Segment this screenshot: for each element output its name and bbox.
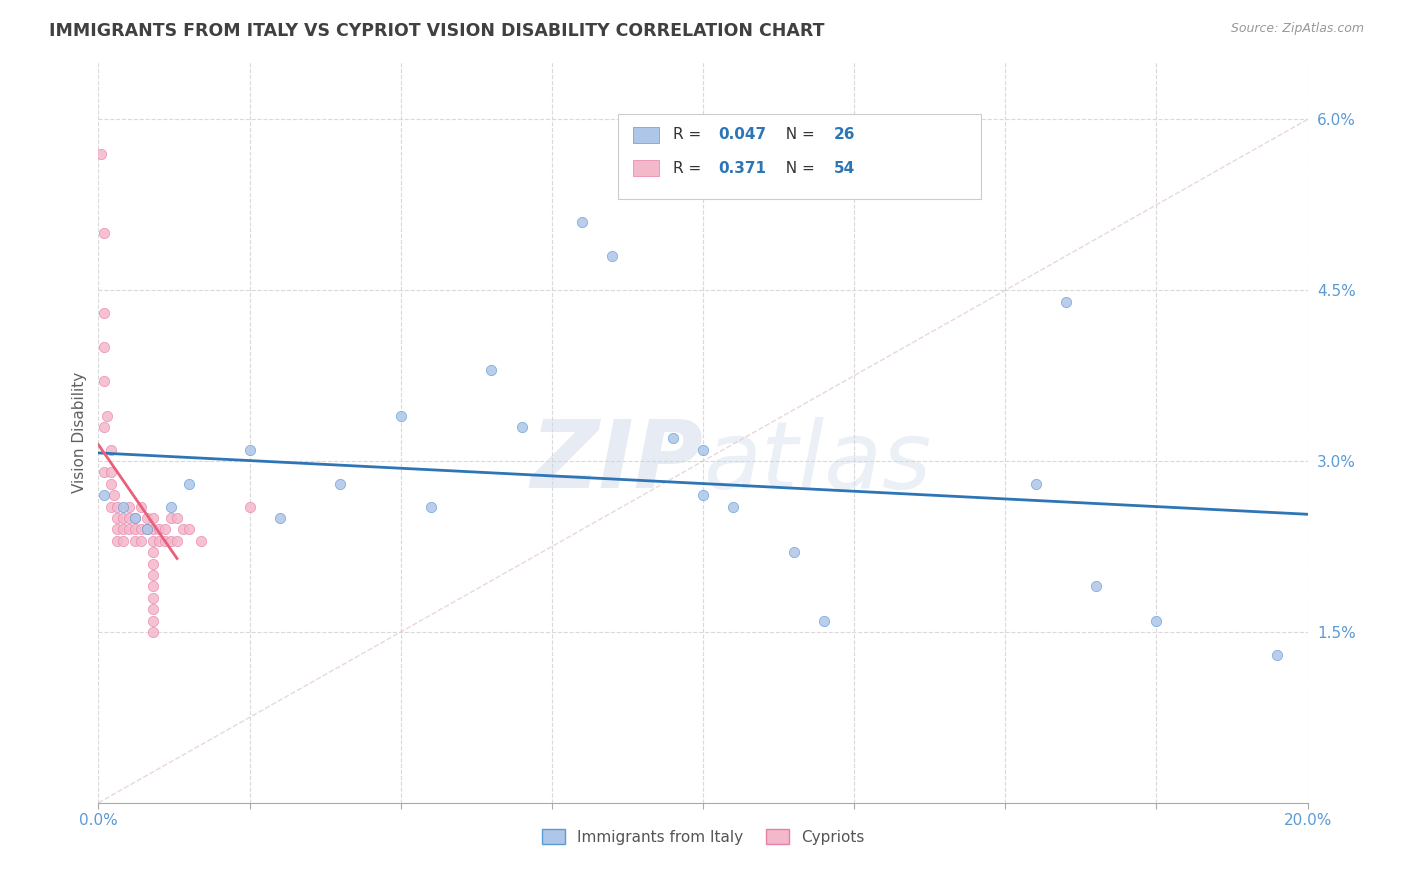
Point xyxy=(93,227,115,241)
Point xyxy=(135,523,157,537)
Point xyxy=(142,624,165,639)
Point xyxy=(420,500,443,514)
Point xyxy=(135,523,157,537)
Point xyxy=(190,533,212,548)
Point xyxy=(93,340,115,354)
Point xyxy=(179,476,201,491)
Point xyxy=(96,409,118,423)
Point xyxy=(153,523,176,537)
Point xyxy=(124,533,146,548)
Point xyxy=(510,420,533,434)
FancyBboxPatch shape xyxy=(633,161,659,177)
Point xyxy=(389,409,412,423)
Text: R =: R = xyxy=(672,128,706,143)
FancyBboxPatch shape xyxy=(633,127,659,143)
Point xyxy=(166,511,188,525)
Text: ZIP: ZIP xyxy=(530,417,703,508)
Point xyxy=(93,488,115,502)
Point xyxy=(602,249,624,263)
Point xyxy=(142,511,165,525)
Text: atlas: atlas xyxy=(703,417,931,508)
Point xyxy=(105,523,128,537)
Point xyxy=(723,500,745,514)
Text: R =: R = xyxy=(672,161,711,176)
Point xyxy=(1144,614,1167,628)
Point xyxy=(172,523,194,537)
Point xyxy=(142,557,165,571)
Point xyxy=(153,533,176,548)
Point xyxy=(329,476,352,491)
Point xyxy=(93,420,115,434)
Point xyxy=(142,545,165,559)
Point xyxy=(93,466,115,480)
Point xyxy=(111,523,134,537)
Point xyxy=(1054,294,1077,309)
Point xyxy=(124,511,146,525)
Text: N =: N = xyxy=(776,161,820,176)
Point xyxy=(239,500,262,514)
Point xyxy=(93,375,115,389)
Point xyxy=(166,533,188,548)
Point xyxy=(783,545,806,559)
Point xyxy=(813,614,835,628)
FancyBboxPatch shape xyxy=(619,114,981,200)
Point xyxy=(111,533,134,548)
Point xyxy=(481,363,503,377)
Point xyxy=(142,591,165,605)
Text: 0.047: 0.047 xyxy=(718,128,766,143)
Text: N =: N = xyxy=(776,128,820,143)
Point xyxy=(179,523,201,537)
Point xyxy=(100,476,122,491)
Point xyxy=(1085,579,1108,593)
Point xyxy=(93,306,115,320)
Point xyxy=(692,488,714,502)
Point xyxy=(1267,648,1289,662)
Point xyxy=(1024,476,1046,491)
Legend: Immigrants from Italy, Cypriots: Immigrants from Italy, Cypriots xyxy=(536,822,870,851)
Point xyxy=(118,523,141,537)
Point xyxy=(124,523,146,537)
Point xyxy=(129,533,152,548)
Point xyxy=(142,568,165,582)
Text: 54: 54 xyxy=(834,161,855,176)
Point xyxy=(111,500,134,514)
Text: 0.371: 0.371 xyxy=(718,161,766,176)
Point xyxy=(100,500,122,514)
Point xyxy=(129,523,152,537)
Point xyxy=(90,146,112,161)
Point xyxy=(124,511,146,525)
Point xyxy=(142,533,165,548)
Point xyxy=(118,511,141,525)
Point xyxy=(661,431,683,445)
Point xyxy=(571,215,593,229)
Point xyxy=(111,511,134,525)
Text: IMMIGRANTS FROM ITALY VS CYPRIOT VISION DISABILITY CORRELATION CHART: IMMIGRANTS FROM ITALY VS CYPRIOT VISION … xyxy=(49,22,825,40)
Point xyxy=(692,442,714,457)
Point xyxy=(129,500,152,514)
Point xyxy=(103,488,125,502)
Point xyxy=(100,442,122,457)
Point xyxy=(105,511,128,525)
Point xyxy=(100,466,122,480)
Point xyxy=(135,511,157,525)
Point xyxy=(148,523,170,537)
Point xyxy=(160,511,183,525)
Point xyxy=(105,533,128,548)
Point xyxy=(160,500,183,514)
Point xyxy=(142,614,165,628)
Point xyxy=(118,500,141,514)
Text: 26: 26 xyxy=(834,128,855,143)
Point xyxy=(239,442,262,457)
Point xyxy=(269,511,291,525)
Point xyxy=(160,533,183,548)
Point xyxy=(148,533,170,548)
Text: Source: ZipAtlas.com: Source: ZipAtlas.com xyxy=(1230,22,1364,36)
Point xyxy=(142,523,165,537)
Point xyxy=(105,500,128,514)
Point xyxy=(142,579,165,593)
Y-axis label: Vision Disability: Vision Disability xyxy=(72,372,87,493)
Point xyxy=(142,602,165,616)
